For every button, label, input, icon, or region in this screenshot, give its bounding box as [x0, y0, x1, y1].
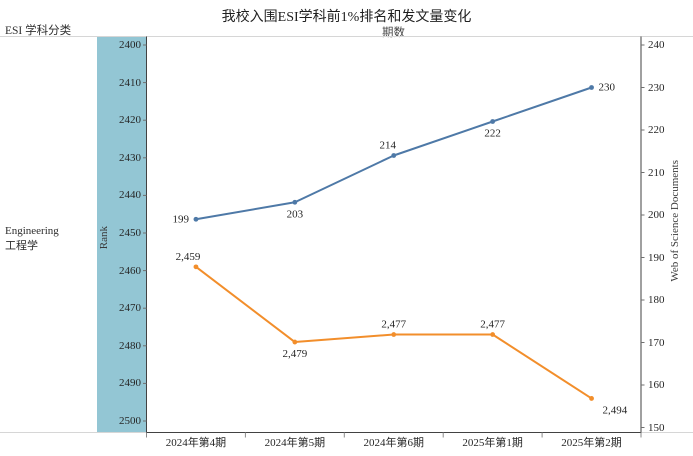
data-point[interactable]: [193, 216, 199, 222]
data-point[interactable]: [490, 119, 496, 124]
subject-name-zh: 工程学: [5, 240, 38, 252]
tick-label: 220: [648, 124, 665, 136]
row-header-title: ESI 学科分类: [5, 25, 72, 37]
data-point[interactable]: [292, 339, 298, 345]
tick-label: 2490: [119, 377, 141, 390]
data-label: 230: [599, 82, 616, 94]
tick-label: 2450: [119, 227, 141, 239]
data-label: 222: [484, 128, 501, 140]
data-label: 2,479: [282, 348, 307, 360]
data-label: 2,459: [176, 251, 201, 263]
subject-row-label: Engineering 工程学: [5, 224, 59, 254]
data-point[interactable]: [292, 199, 298, 205]
data-point[interactable]: [490, 332, 496, 337]
tick-label: 2460: [119, 264, 141, 277]
data-point[interactable]: [391, 153, 397, 158]
tick-label: 200: [648, 209, 665, 221]
subject-name-en: Engineering: [5, 225, 59, 237]
data-label: 203: [287, 208, 304, 220]
tick-label: 2480: [119, 339, 141, 352]
tick-label: 2470: [119, 302, 141, 315]
rank-axis-band: [97, 36, 146, 433]
tick-label: 240: [648, 39, 665, 51]
tick-label: 2420: [119, 114, 141, 127]
data-label: 2,477: [480, 319, 505, 331]
data-label: 214: [380, 140, 397, 152]
tick-label: 2024年第4期: [165, 437, 227, 449]
data-label: 199: [172, 213, 189, 225]
tick-label: 170: [648, 336, 665, 349]
tick-label: 230: [648, 81, 665, 94]
tick-label: 190: [648, 251, 665, 264]
tick-label: 2024年第6期: [363, 437, 425, 449]
data-label: 2,494: [603, 404, 628, 416]
tick-label: 2430: [119, 151, 141, 164]
tick-label: 150: [648, 421, 665, 434]
data-point[interactable]: [589, 85, 594, 90]
tick-label: 2400: [119, 39, 141, 51]
tick-label: 180: [648, 294, 665, 306]
tick-label: 210: [648, 166, 665, 179]
data-point[interactable]: [589, 396, 594, 401]
tick-label: 2025年第2期: [561, 437, 622, 449]
data-point[interactable]: [391, 332, 397, 337]
tick-label: 2500: [119, 415, 141, 427]
tick-label: 2410: [119, 76, 141, 89]
chart-title: 我校入围ESI学科前1%排名和发文量变化: [221, 10, 472, 25]
data-point[interactable]: [193, 264, 199, 270]
tick-label: 2440: [119, 189, 141, 202]
data-label: 2,477: [381, 319, 406, 331]
tick-label: 2025年第1期: [462, 437, 523, 449]
tick-label: 2024年第5期: [264, 437, 326, 449]
tick-label: 160: [648, 379, 665, 391]
